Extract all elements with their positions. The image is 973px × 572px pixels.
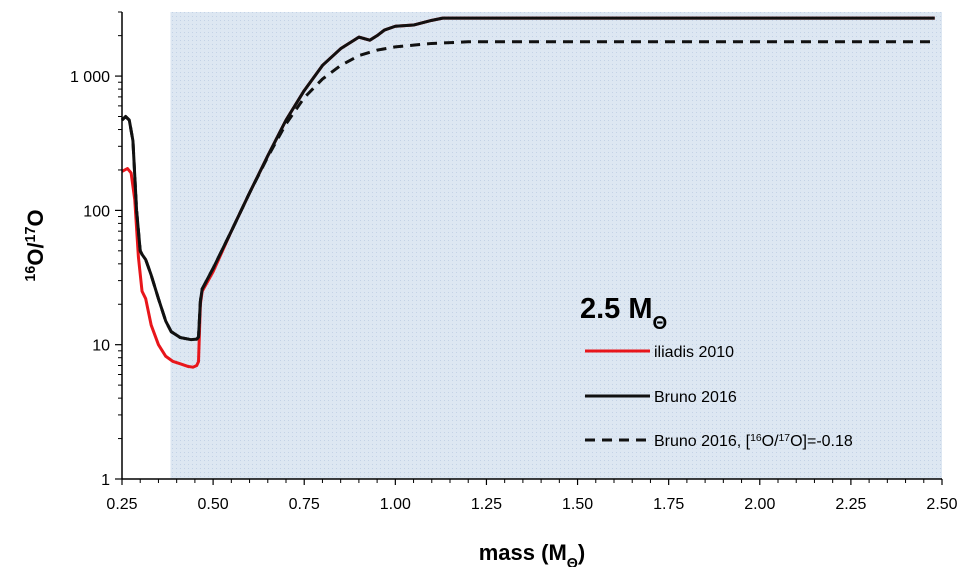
series-line-3: [120, 40, 935, 342]
mass-annotation: 2.5 MΘ: [580, 293, 667, 333]
series-line-2: [120, 16, 935, 342]
x-tick-label: 1.25: [471, 496, 502, 513]
x-axis-title: mass (MΘ): [479, 540, 586, 567]
x-tick-label: 2.25: [835, 496, 866, 513]
y-tick-label: 100: [83, 203, 110, 220]
shaded-region: [170, 12, 942, 479]
legend-label-2: Bruno 2016: [654, 389, 737, 406]
y-axis-title: 16O/17O: [23, 209, 48, 281]
x-tick-label: 1.50: [562, 496, 593, 513]
x-tick-label: 0.75: [289, 496, 320, 513]
y-tick-label: 10: [92, 338, 110, 355]
x-tick-label: 2.50: [926, 496, 957, 513]
legend-label-1: iliadis 2010: [654, 344, 734, 361]
legend-label-3: Bruno 2016, [16O/17O]=-0.18: [654, 433, 853, 451]
x-tick-label: 2.00: [744, 496, 775, 513]
x-tick-label: 0.25: [106, 496, 137, 513]
y-tick-label: 1: [101, 472, 110, 489]
x-tick-label: 0.50: [198, 496, 229, 513]
x-tick-label: 1.75: [653, 496, 684, 513]
x-tick-label: 1.00: [380, 496, 411, 513]
y-tick-label: 1 000: [70, 69, 110, 86]
